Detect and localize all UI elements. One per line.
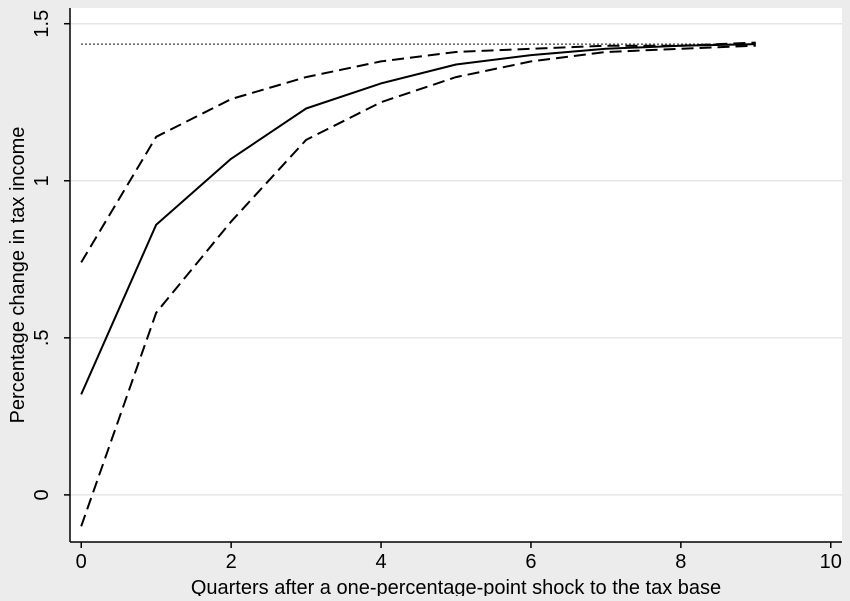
x-tick-label: 8 xyxy=(675,551,686,573)
y-tick-label: 1 xyxy=(31,175,53,186)
confidence-band-line-2 xyxy=(80,44,756,527)
x-tick-label: 6 xyxy=(525,551,536,573)
y-tick-label: 0 xyxy=(31,489,53,500)
estimate-line-0 xyxy=(80,43,756,395)
series-group xyxy=(80,41,756,527)
axes xyxy=(69,8,842,543)
y-tick-label: .5 xyxy=(31,329,53,346)
x-tick-label: 0 xyxy=(76,551,87,573)
y-axis-label: Percentage change in tax income xyxy=(7,127,29,424)
x-axis-label: Quarters after a one-percentage-point sh… xyxy=(191,577,721,596)
y-tick-label: 1.5 xyxy=(31,10,53,38)
gridlines xyxy=(70,22,842,496)
x-tick-label: 4 xyxy=(375,551,386,573)
x-tick-label: 10 xyxy=(820,551,842,573)
y-axis-ticks: 0 .5 1 1.5 xyxy=(31,10,70,500)
confidence-band-line-1 xyxy=(80,41,756,263)
plot-area xyxy=(70,8,842,542)
x-axis-ticks: 0 2 4 6 8 10 xyxy=(76,542,842,573)
x-tick-label: 2 xyxy=(226,551,237,573)
